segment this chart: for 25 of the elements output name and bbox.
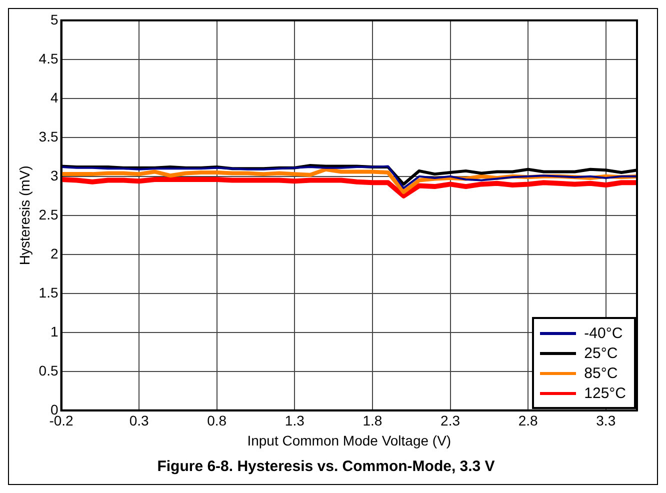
legend-label: 25°C	[584, 344, 618, 362]
x-axis-title: Input Common Mode Voltage (V)	[247, 432, 452, 448]
y-tick-label: 4.5	[38, 50, 58, 66]
y-tick-label: 4	[50, 89, 58, 106]
y-axis-title: Hysteresis (mV)	[16, 166, 32, 266]
x-tick-label: 0.3	[129, 412, 150, 429]
y-tick-label: 1	[50, 323, 58, 340]
y-tick-label: 3.5	[38, 128, 58, 144]
legend-label: 85°C	[584, 364, 618, 382]
x-tick-label: 2.3	[440, 412, 460, 429]
legend-label: 125°C	[584, 384, 626, 402]
legend-label: -40°C	[584, 324, 623, 342]
y-tick-label: 2.5	[38, 206, 58, 222]
y-tick-label: 0	[50, 401, 58, 418]
y-tick-label: 3	[50, 167, 58, 184]
x-tick-label: 1.3	[284, 412, 305, 429]
y-tick-label: 1.5	[38, 284, 58, 300]
y-tick-label: 5	[50, 11, 58, 28]
x-tick-label: 3.3	[596, 412, 616, 429]
text: Figure 6-8. Hysteresis vs. Common-Mode, 3.3 V	[157, 458, 495, 476]
y-tick-label: 2	[50, 245, 58, 262]
x-tick-label: 2.8	[518, 412, 538, 429]
x-tick-label: 1.8	[362, 412, 382, 429]
y-tick-label: 0.5	[38, 362, 58, 378]
x-tick-label: 0.8	[207, 412, 227, 429]
